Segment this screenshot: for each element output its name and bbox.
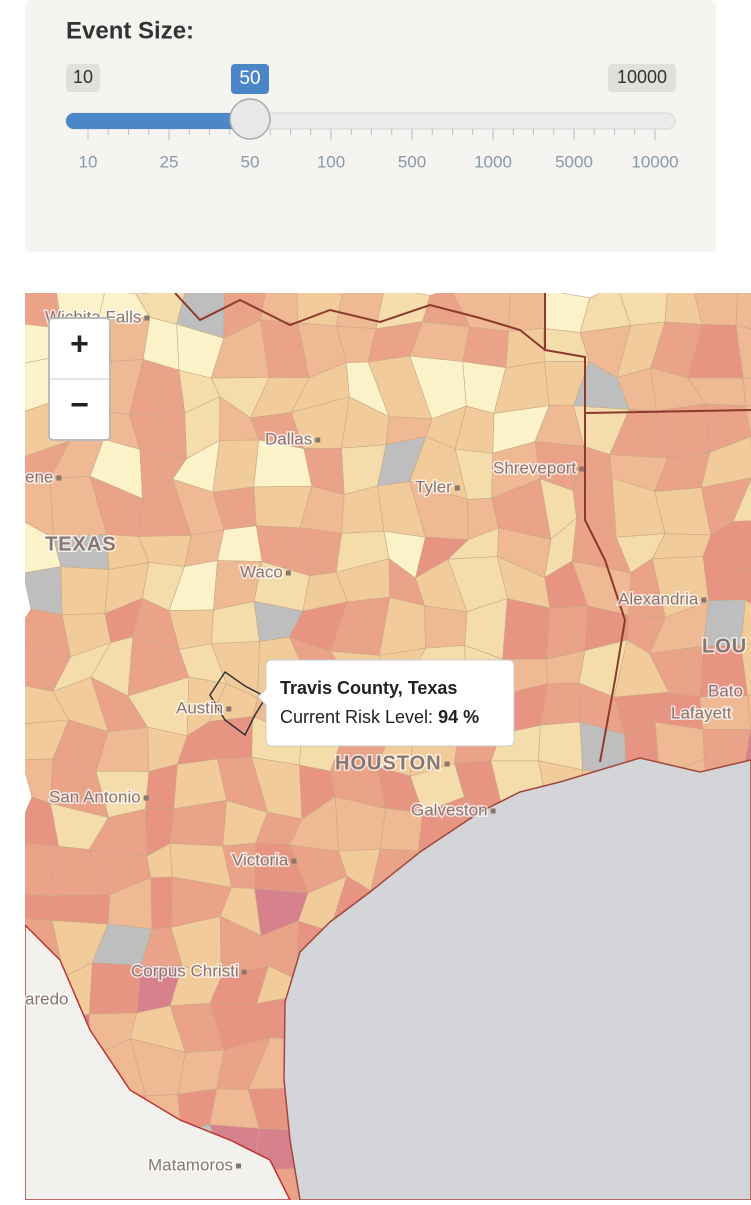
county: [212, 439, 260, 493]
county: [742, 377, 751, 407]
county: [700, 436, 751, 488]
county: [579, 293, 631, 333]
county: [25, 893, 53, 921]
slider-tick-label: 5000: [555, 152, 593, 171]
place-label: Austin: [176, 698, 223, 717]
zoom-out[interactable]: −: [70, 386, 89, 422]
slider-tick-label: 1000: [474, 152, 512, 171]
county: [217, 525, 263, 562]
place-label: HOUSTON: [335, 752, 442, 774]
place-dot: [490, 808, 496, 814]
county: [735, 293, 751, 330]
state-border: [174, 293, 751, 763]
slider-tick-label: 10000: [631, 152, 678, 171]
slider-tick-label: 100: [317, 152, 345, 171]
county: [502, 598, 551, 660]
county: [173, 758, 227, 810]
tooltip-label: Current Risk Level:: [280, 707, 433, 727]
map[interactable]: Wichita FallseneDallasShreveportTylerTEX…: [8, 277, 751, 1200]
tooltip-value: 94 %: [438, 707, 479, 727]
place-dot: [315, 437, 321, 443]
mexico-land: [25, 923, 291, 1200]
slider-tick-label: 25: [160, 152, 179, 171]
county: [705, 403, 751, 453]
place-label: San Antonio: [49, 787, 141, 806]
county: [732, 520, 751, 571]
place-label: Corpus Christi: [131, 961, 239, 980]
max-badge: [608, 64, 676, 92]
slider-handle[interactable]: [229, 98, 271, 140]
slider-tick-label: 10: [79, 152, 98, 171]
value-label: 50: [239, 68, 260, 89]
county: [664, 293, 703, 325]
place-dot: [236, 1163, 242, 1169]
place-dot: [444, 761, 450, 767]
travis-outline: [209, 670, 268, 737]
place-dot: [291, 858, 297, 864]
place-dot: [144, 315, 150, 321]
place-label: Tyler: [415, 477, 452, 496]
value-badge: [231, 64, 269, 94]
county: [47, 894, 111, 925]
place-dot: [454, 485, 460, 491]
place-dot: [579, 466, 585, 472]
place-label: Alexandria: [618, 589, 699, 608]
place-label: Victoria: [232, 850, 289, 869]
county: [60, 566, 110, 615]
max-label: 10000: [617, 67, 667, 87]
county: [740, 599, 751, 646]
county: [745, 405, 751, 437]
place-dot: [143, 795, 149, 801]
tooltip-title: Travis County, Texas: [280, 678, 457, 698]
place-dot: [285, 570, 291, 576]
min-badge: [66, 64, 100, 92]
place-label: ene: [25, 467, 53, 486]
county: [508, 293, 544, 332]
slider-fill: [66, 113, 250, 129]
place-label: aredo: [25, 989, 68, 1008]
county: [462, 326, 510, 369]
county: [145, 763, 178, 810]
place-label: Matamoros: [148, 1155, 233, 1174]
tooltip: [257, 659, 515, 747]
place-dot: [701, 597, 707, 603]
place-dot: [56, 475, 62, 481]
slider[interactable]: 10 25 50 100 500 1000 5000 10000 10 10000 50: [65, 64, 679, 171]
place-label: TEXAS: [45, 533, 117, 555]
county: [25, 566, 63, 616]
county: [150, 876, 173, 930]
place-dot: [241, 969, 247, 975]
min-label: 10: [73, 67, 93, 87]
place-label: Waco: [240, 562, 283, 581]
place-label: Dallas: [265, 429, 312, 448]
place-label: Bato: [708, 681, 743, 700]
county: [540, 682, 581, 726]
slider-tick-label: 500: [398, 152, 426, 171]
slider-tick-label: 50: [241, 152, 260, 171]
panel-title: Event Size:: [66, 17, 194, 44]
gulf: [283, 757, 751, 1200]
county: [259, 293, 299, 324]
county: [747, 695, 751, 730]
place-label: Galveston: [411, 800, 488, 819]
place-dot: [226, 706, 232, 712]
place-label: Shreveport: [493, 458, 576, 477]
county: [740, 643, 751, 697]
county: [735, 325, 751, 379]
zoom-in[interactable]: +: [70, 325, 89, 361]
county: [744, 568, 751, 605]
county: [732, 479, 751, 523]
county: [424, 605, 468, 649]
place-label: Lafayett: [671, 703, 732, 722]
place-label: LOU: [702, 635, 747, 657]
